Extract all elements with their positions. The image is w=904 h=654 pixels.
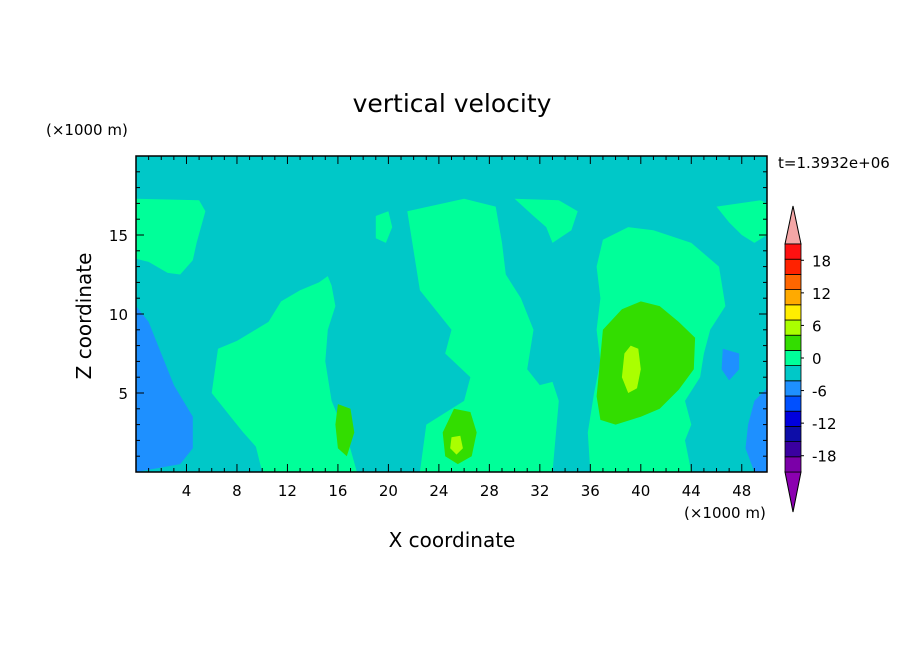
chart-title: vertical velocity [353,89,552,118]
colorbar: 18 12 6 0 -6 -12 -18 [784,205,837,513]
colorbar-swatch [784,441,802,458]
colorbar-tick-label: 6 [812,317,822,335]
contour-region [136,306,193,472]
colorbar-swatch [784,304,802,321]
contour-region [596,301,696,425]
x-tick-label: 32 [530,482,549,500]
colorbar-swatch [784,395,802,412]
x-tick-label: 4 [182,482,192,500]
x-tick-label: 12 [278,482,297,500]
colorbar-swatch [784,273,802,290]
y-tick-label: 15 [109,227,128,245]
x-tick-label: 24 [429,482,448,500]
x-tick-label: 40 [631,482,650,500]
contour-region [450,435,463,455]
colorbar-swatch [784,456,802,473]
x-tick-label: 28 [480,482,499,500]
colorbar-swatch [784,410,802,427]
x-tick-label: 44 [682,482,701,500]
colorbar-tick-label: -6 [812,383,827,401]
colorbar-tick-label: 12 [812,285,831,303]
colorbar-tick-label: 0 [812,350,822,368]
contour-region [721,348,740,381]
x-tick-label: 8 [232,482,242,500]
colorbar-swatch [784,380,802,397]
contour-region [621,345,641,393]
contour-region [716,200,767,243]
contour-region [211,276,357,472]
y-axis-label: Z coordinate [72,253,96,380]
colorbar-swatch [784,319,802,336]
colorbar-extend-low [784,471,802,513]
colorbar-swatch [784,365,802,382]
y-ticks: 5 10 15 [109,171,767,457]
colorbar-swatch [784,289,802,306]
colorbar-swatch [784,425,802,442]
contour-region [514,198,578,243]
x-unit-label: (×1000 m) [684,504,766,522]
x-tick-label: 36 [581,482,600,500]
y-tick-label: 5 [118,385,128,403]
colorbar-extend-high [784,205,802,245]
contour-region [745,388,767,472]
contour-region [335,404,355,457]
x-ticks: 4 8 12 16 20 24 28 32 36 40 44 48 [148,156,755,500]
colorbar-swatch [784,349,802,366]
y-unit-label: (×1000 m) [46,121,128,139]
colorbar-tick-label: 18 [812,252,831,270]
time-label: t=1.3932e+06 [778,154,890,172]
x-tick-label: 16 [328,482,347,500]
contour-regions [136,198,767,472]
contour-region [136,198,206,275]
colorbar-swatch [784,258,802,275]
colorbar-tick-label: -18 [812,448,837,466]
contour-region [375,211,393,243]
x-tick-label: 48 [732,482,751,500]
colorbar-tick-label: -12 [812,415,837,433]
y-tick-label: 10 [109,306,128,324]
colorbar-swatch [784,334,802,351]
colorbar-swatch [784,243,802,260]
x-axis-label: X coordinate [389,528,516,552]
x-tick-label: 20 [379,482,398,500]
contour-region [407,198,559,472]
